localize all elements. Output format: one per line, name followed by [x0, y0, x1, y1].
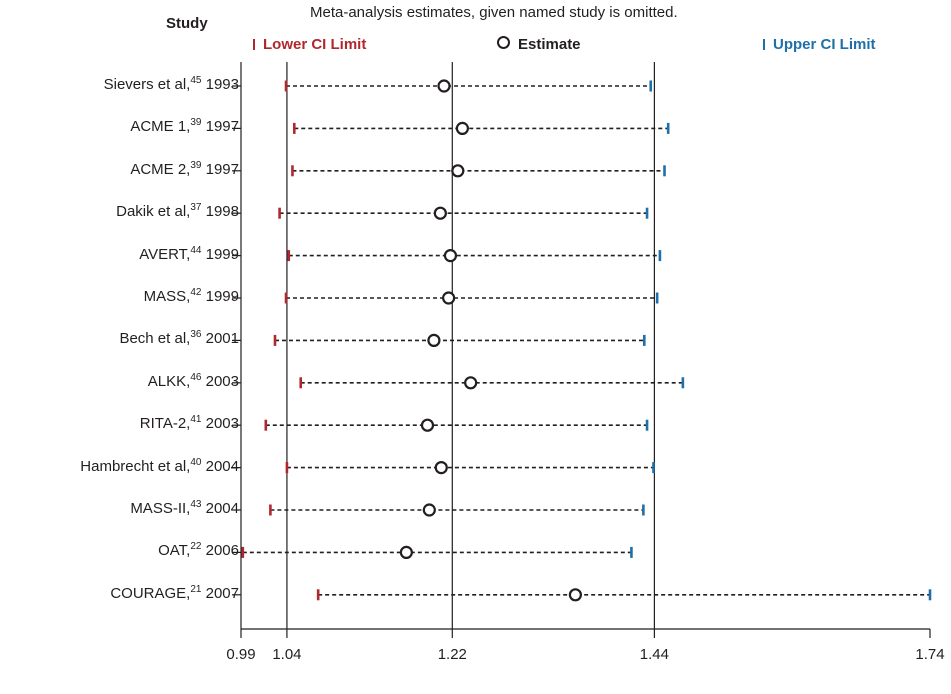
- x-tick-label: 1.44: [640, 646, 669, 663]
- study-row: [232, 121, 670, 135]
- study-reference: 39: [190, 117, 202, 129]
- study-label: MASS-II,43 2004: [130, 499, 239, 518]
- study-year: 2004: [201, 500, 239, 517]
- legend-estimate-label: Estimate: [518, 36, 581, 53]
- estimate-point: [422, 503, 436, 517]
- estimate-point: [464, 376, 478, 390]
- legend-estimate: Estimate: [497, 36, 581, 53]
- study-reference: 21: [190, 583, 202, 595]
- study-row: [232, 333, 646, 347]
- estimate-circle-icon: [497, 36, 510, 49]
- study-year: 1999: [201, 288, 239, 305]
- estimate-point: [427, 333, 441, 347]
- estimate-point: [434, 461, 448, 475]
- study-name: ACME 1,: [130, 118, 191, 136]
- study-name: OAT,: [158, 542, 191, 560]
- study-row: [232, 249, 662, 263]
- estimate-point: [399, 545, 413, 560]
- study-reference: 42: [190, 287, 202, 298]
- study-reference: 44: [190, 244, 202, 256]
- study-name: ACME 2,: [130, 160, 191, 178]
- study-label: COURAGE,21 2007: [110, 583, 239, 602]
- reference-lines: [286, 62, 656, 629]
- study-name: AVERT,: [139, 245, 191, 263]
- study-label: ACME 2,39 1997: [130, 159, 239, 178]
- study-row: [232, 588, 932, 602]
- study-reference: 43: [190, 499, 202, 510]
- study-label: RITA-2,41 2003: [139, 414, 239, 433]
- x-tick-label: 1.04: [272, 646, 301, 663]
- study-row: [232, 291, 659, 305]
- estimate-point: [455, 121, 469, 135]
- study-year: 2006: [201, 542, 239, 560]
- study-reference: 45: [190, 75, 202, 86]
- x-tick-label: 1.22: [438, 646, 467, 663]
- study-reference: 37: [190, 202, 202, 214]
- study-year: 2003: [201, 415, 239, 433]
- study-row: [232, 376, 685, 390]
- lower-ci-marker-icon: [253, 39, 255, 50]
- study-label: OAT,22 2006: [158, 541, 239, 560]
- study-row: [232, 418, 649, 432]
- legend-lower-ci: Lower CI Limit: [253, 36, 366, 53]
- legend-upper-ci: Upper CI Limit: [763, 36, 876, 53]
- study-reference: 39: [190, 159, 202, 171]
- study-row: [232, 206, 649, 220]
- estimate-point: [442, 291, 456, 305]
- estimate-point: [568, 588, 582, 602]
- study-year: 1998: [201, 203, 239, 221]
- study-row: [232, 164, 666, 178]
- legend-upper-label: Upper CI Limit: [773, 36, 876, 53]
- study-reference: 22: [190, 541, 202, 553]
- study-row: [232, 545, 633, 560]
- study-column-header: Study: [166, 15, 208, 32]
- study-year: 1999: [201, 245, 239, 263]
- study-year: 1997: [201, 160, 239, 178]
- study-year: 2004: [201, 457, 239, 475]
- study-year: 2007: [201, 584, 239, 602]
- study-label: Bech et al,36 2001: [119, 329, 239, 348]
- study-year: 2001: [201, 330, 239, 348]
- study-name: ALKK,: [147, 372, 191, 390]
- estimate-point: [437, 79, 451, 93]
- upper-ci-marker-icon: [763, 39, 765, 50]
- chart-subtitle: Meta-analysis estimates, given named stu…: [310, 4, 678, 21]
- study-name: MASS,: [143, 288, 191, 305]
- study-name: MASS-II,: [130, 500, 191, 517]
- study-row: [232, 461, 655, 475]
- estimate-point: [443, 249, 458, 263]
- study-year: 1997: [201, 118, 239, 136]
- study-reference: 41: [190, 414, 202, 426]
- estimate-point: [451, 164, 465, 178]
- study-name: Sievers et al,: [103, 76, 191, 93]
- x-tick-label: 0.99: [226, 646, 255, 663]
- study-reference: 46: [190, 371, 202, 383]
- study-row: [232, 503, 645, 517]
- study-name: RITA-2,: [139, 415, 191, 433]
- study-reference: 36: [190, 329, 202, 341]
- study-year: 1993: [201, 76, 239, 93]
- study-label: AVERT,44 1999: [139, 244, 239, 263]
- study-label: ACME 1,39 1997: [130, 117, 239, 136]
- estimate-point: [433, 206, 447, 220]
- study-name: COURAGE,: [110, 584, 191, 602]
- legend-lower-label: Lower CI Limit: [263, 36, 367, 53]
- study-rows: [232, 79, 932, 602]
- study-name: Hambrecht et al,: [80, 457, 191, 475]
- study-name: Dakik et al,: [116, 203, 191, 221]
- study-label: MASS,42 1999: [143, 287, 239, 306]
- study-label: Sievers et al,45 1993: [103, 75, 239, 94]
- study-label: Hambrecht et al,40 2004: [80, 456, 239, 475]
- study-year: 2003: [201, 372, 239, 390]
- x-tick-label: 1.74: [915, 646, 944, 663]
- study-reference: 40: [190, 456, 202, 468]
- study-name: Bech et al,: [119, 330, 191, 348]
- estimate-point: [420, 418, 435, 432]
- axes: 0.99 1.04 1.22 1.44 1.74: [226, 62, 945, 663]
- study-row: [232, 79, 653, 93]
- study-label: Dakik et al,37 1998: [116, 202, 239, 221]
- study-label: ALKK,46 2003: [147, 371, 239, 390]
